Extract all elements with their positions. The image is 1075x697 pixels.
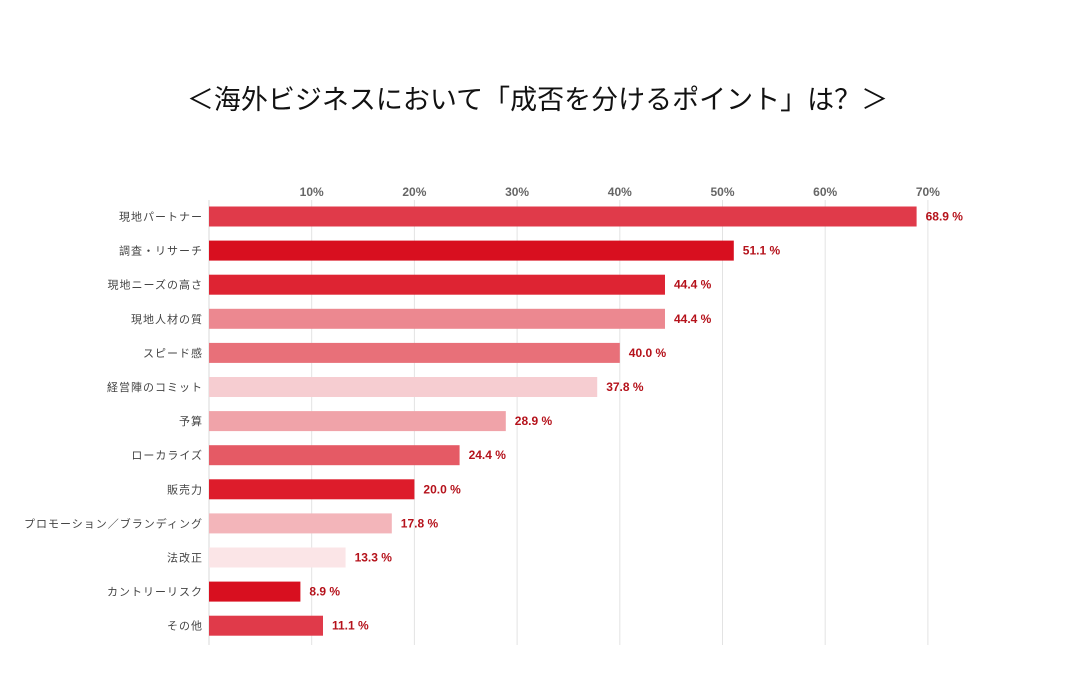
category-label: その他 bbox=[167, 620, 203, 633]
category-label: 調査・リサーチ bbox=[119, 244, 203, 258]
bar bbox=[209, 308, 665, 329]
category-label: カントリーリスク bbox=[107, 586, 203, 599]
bar bbox=[209, 513, 392, 534]
data-label: 40.0 % bbox=[629, 346, 667, 360]
bar bbox=[209, 274, 665, 295]
x-axis-ticks: 10% 20% 30% 40% 50% 60% 70% bbox=[300, 185, 941, 199]
category-label: 現地ニーズの高さ bbox=[108, 278, 203, 292]
category-label: 現地人材の質 bbox=[131, 312, 203, 326]
bar bbox=[209, 377, 598, 397]
bars bbox=[209, 206, 917, 636]
data-label: 11.1 % bbox=[332, 619, 369, 633]
x-tick-label: 40% bbox=[608, 185, 632, 199]
data-label: 44.4 % bbox=[674, 278, 712, 292]
bar bbox=[209, 445, 460, 466]
data-label: 28.9 % bbox=[515, 414, 553, 428]
bar bbox=[209, 615, 323, 636]
data-label: 68.9 % bbox=[926, 210, 964, 224]
data-label: 24.4 % bbox=[469, 448, 507, 462]
category-label: 予算 bbox=[179, 414, 203, 428]
bar bbox=[209, 411, 506, 432]
x-tick-label: 10% bbox=[300, 185, 324, 199]
data-label: 44.4 % bbox=[674, 312, 712, 326]
category-label: ローカライズ bbox=[131, 448, 203, 462]
bar bbox=[209, 206, 917, 227]
x-tick-label: 30% bbox=[505, 185, 529, 199]
bar bbox=[209, 479, 415, 500]
data-label: 20.0 % bbox=[423, 482, 461, 496]
category-label: 経営陣のコミット bbox=[107, 380, 203, 394]
x-tick-label: 70% bbox=[916, 185, 940, 199]
value-labels: 68.9 % 51.1 % 44.4 % 44.4 % 40.0 % 37.8 % 28.9… bbox=[309, 210, 963, 633]
category-label: プロモーション／ブランディング bbox=[24, 516, 203, 530]
x-tick-label: 20% bbox=[402, 185, 426, 199]
bar bbox=[209, 342, 620, 363]
category-label: 現地パートナー bbox=[119, 211, 203, 224]
bar bbox=[209, 581, 301, 602]
chart-title: ＜海外ビジネスにおいて「成否を分けるポイント」は？＞ bbox=[186, 85, 889, 116]
category-labels: 現地パートナー調査・リサーチ現地ニーズの高さ現地人材の質スピード感経営陣のコミッ… bbox=[24, 211, 203, 633]
data-label: 37.8 % bbox=[606, 380, 644, 394]
x-tick-label: 50% bbox=[710, 185, 734, 199]
x-tick-label: 60% bbox=[813, 185, 837, 199]
bar bbox=[209, 547, 346, 568]
category-label: スピード感 bbox=[143, 347, 203, 360]
category-label: 販売力 bbox=[167, 483, 203, 496]
data-label: 13.3 % bbox=[355, 551, 393, 565]
category-label: 法改正 bbox=[167, 551, 203, 565]
data-label: 17.8 % bbox=[401, 516, 439, 530]
data-label: 51.1 % bbox=[743, 244, 781, 258]
data-label: 8.9 % bbox=[309, 585, 340, 599]
bar bbox=[209, 240, 734, 261]
